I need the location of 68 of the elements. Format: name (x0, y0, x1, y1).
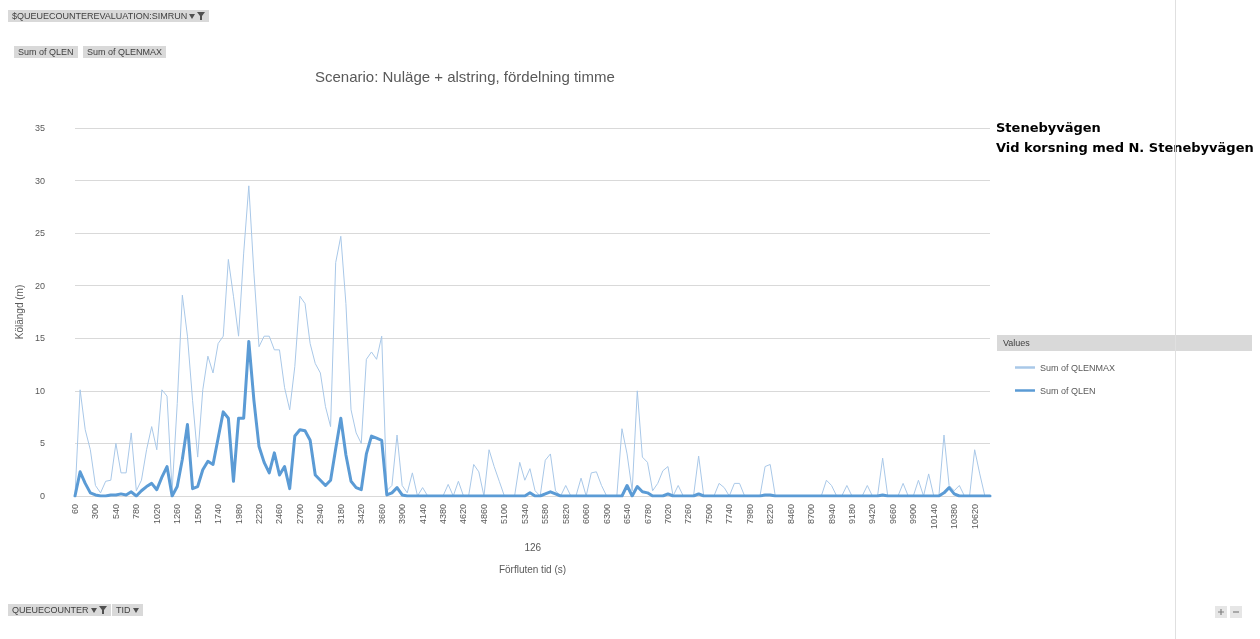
text: Stenebyvägen (996, 119, 1102, 137)
x-tick-label: 2940 (315, 504, 326, 525)
x-tick-label: 4140 (417, 504, 428, 525)
x-tick-label: 6540 (622, 504, 633, 525)
legend-label: Sum of QLEN (1039, 385, 1096, 396)
x-tick-label: 6780 (642, 504, 653, 525)
x-tick-label: 9180 (846, 504, 857, 525)
x-tick-label: 9660 (887, 504, 898, 525)
x-tick-label: 3420 (356, 504, 367, 525)
x-tick-label: 780 (131, 504, 142, 520)
x-tick-label: 7740 (724, 504, 735, 525)
y-tick-label: 10 (34, 385, 45, 396)
legend-label: Sum of QLENMAX (1039, 362, 1116, 373)
x-tick-label: 540 (110, 504, 121, 520)
x-tick-label: 1260 (172, 504, 183, 525)
x-tick-label: 2700 (294, 504, 305, 525)
x-tick-label: 300 (90, 504, 101, 520)
x-tick-label: 10380 (949, 504, 960, 530)
x-tick-label: 3180 (335, 504, 346, 525)
x-tick-label: 1980 (233, 504, 244, 525)
x-tick-label: 5100 (499, 504, 510, 525)
x-tick-label: 1500 (192, 504, 203, 525)
x-tick-label: 10620 (969, 504, 980, 530)
y-axis-title: Kölängd (m) (13, 284, 25, 340)
x-tick-label: 9900 (908, 504, 919, 525)
x-tick-label: 3900 (397, 504, 408, 525)
chart-title: Scenario: Nuläge + alstring, fördelning timme (315, 68, 615, 85)
x-tick-label: 5580 (540, 504, 551, 525)
text: Sum of QLEN (18, 47, 74, 57)
x-tick-label: 1020 (151, 504, 162, 525)
y-tick-label: 30 (34, 175, 45, 186)
x-tick-label: 3660 (376, 504, 387, 525)
text: TID (116, 605, 131, 615)
y-tick-label: 25 (34, 228, 45, 239)
x-axis-title: Förfluten tid (s) (498, 563, 567, 575)
y-tick-label: 20 (34, 280, 45, 291)
text: QUEUECOUNTER (12, 605, 89, 615)
text: 126 (524, 541, 542, 553)
legend-title: Values (1003, 337, 1031, 348)
x-tick-label: 9420 (867, 504, 878, 525)
x-tick-label: 8460 (785, 504, 796, 525)
x-tick-label: 4380 (438, 504, 449, 525)
text: Vid korsning med N. Stenebyvägen (996, 139, 1254, 157)
x-tick-label: 2460 (274, 504, 285, 525)
y-tick-label: 5 (39, 438, 45, 449)
x-tick-label: 8940 (826, 504, 837, 525)
x-tick-label: 1740 (213, 504, 224, 525)
x-tick-label: 4860 (478, 504, 489, 525)
x-tick-label: 7020 (662, 504, 673, 525)
x-tick-label: 2220 (254, 504, 265, 525)
text: $QUEUECOUNTEREVALUATION:SIMRUN (12, 11, 188, 21)
x-tick-label: 5820 (560, 504, 571, 525)
x-tick-label: 4620 (458, 504, 469, 525)
x-tick-label: 8700 (806, 504, 817, 525)
text: Sum of QLENMAX (87, 47, 163, 57)
y-tick-label: 35 (34, 123, 45, 133)
x-tick-label: 7980 (744, 504, 755, 525)
x-tick-label: 10140 (928, 504, 939, 530)
line-series (73, 339, 992, 498)
x-tick-label: 7500 (703, 504, 714, 525)
x-tick-label: 8220 (765, 504, 776, 525)
x-tick-label: 6060 (581, 504, 592, 525)
x-tick-label: 60 (70, 504, 80, 515)
y-tick-label: 0 (39, 491, 45, 501)
y-tick-label: 15 (34, 333, 45, 344)
x-tick-label: 5340 (519, 504, 530, 525)
x-tick-label: 6300 (601, 504, 612, 525)
x-tick-label: 7260 (683, 504, 694, 525)
